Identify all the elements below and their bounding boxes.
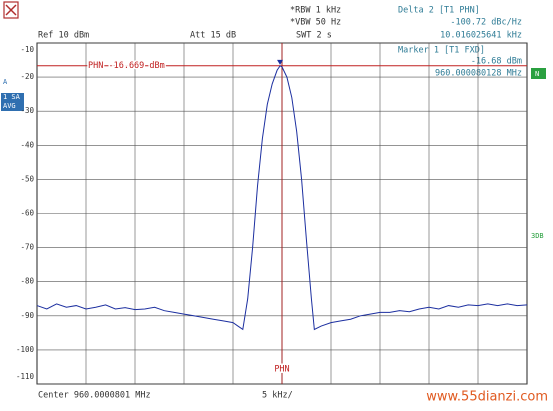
delta-title: Delta 2 [T1 PHN]: [398, 6, 480, 16]
y-tick-label: -110: [16, 372, 35, 381]
center-marker-label: PHN: [274, 365, 289, 375]
marker-freq: 960.000080128 MHz: [435, 69, 522, 79]
delta-level: -100.72 dBc/Hz: [450, 18, 522, 28]
y-tick-label: -60: [20, 209, 34, 218]
trace-mode: 1 SA: [3, 93, 21, 101]
detector: AVG: [3, 102, 16, 110]
y-tick-label: -50: [20, 174, 34, 183]
right-badge: [531, 68, 546, 79]
y-tick-label: -30: [20, 106, 34, 115]
marker-level: -16.68 dBm: [471, 57, 522, 67]
trace-badge: [1, 93, 24, 111]
logo: [3, 1, 19, 19]
attenuation: Att 15 dB: [190, 31, 236, 41]
y-tick-label: -100: [16, 345, 35, 354]
swt: SWT 2 s: [296, 31, 332, 41]
y-tick-label: -10: [20, 45, 34, 54]
watermark-bg: [395, 387, 553, 407]
y-tick-label: -40: [20, 140, 34, 149]
right-flag: N: [535, 70, 539, 78]
rbw: *RBW 1 kHz: [290, 6, 341, 16]
reference-label: PHN -16.669 dBm: [88, 61, 165, 71]
center-freq: Center 960.0000801 MHz: [38, 391, 151, 401]
marker-symbol: [277, 59, 284, 65]
ref-level: Ref 10 dBm: [38, 31, 89, 41]
y-tick-label: -90: [20, 311, 34, 320]
y-tick-label: -80: [20, 277, 34, 286]
vbw: *VBW 50 Hz: [290, 18, 341, 28]
watermark: www.55dianzi.com: [426, 390, 548, 405]
marker-title: Marker 1 [T1 FXD]: [398, 46, 485, 56]
y-tick-label: -70: [20, 243, 34, 252]
trace: [36, 65, 528, 331]
span-per-div: 5 kHz/: [262, 391, 293, 401]
left-flag: A: [3, 78, 8, 86]
y-tick-label: -20: [20, 72, 34, 81]
delta-freq: 10.016025641 kHz: [440, 31, 522, 41]
right-note: 3DB: [531, 232, 544, 240]
